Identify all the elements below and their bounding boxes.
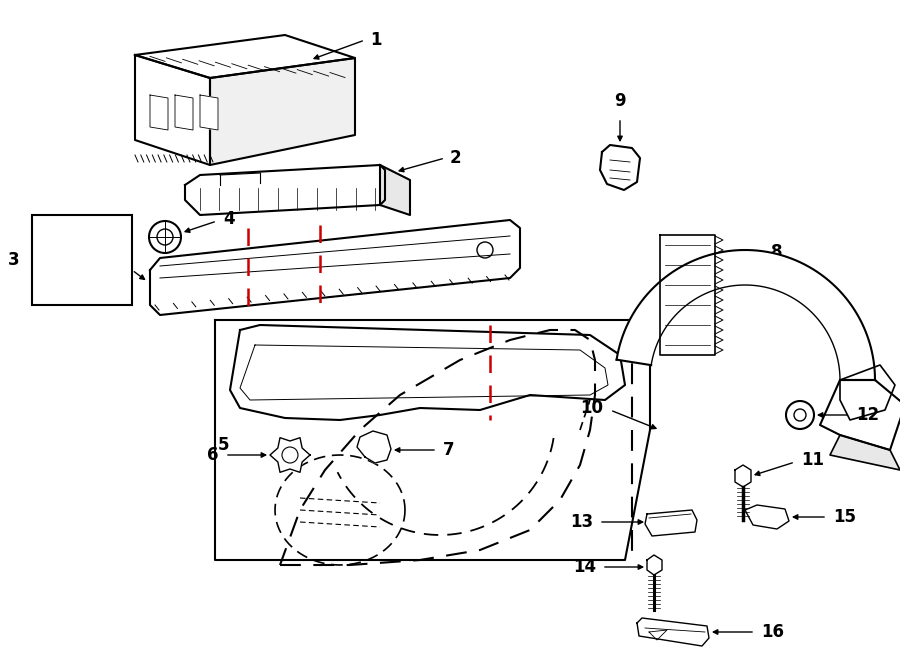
Text: 2: 2 [450,149,462,167]
Text: 7: 7 [443,441,454,459]
Polygon shape [660,235,715,355]
Text: 11: 11 [801,451,824,469]
Polygon shape [200,95,218,130]
Polygon shape [616,250,875,380]
Polygon shape [745,505,789,529]
Polygon shape [150,95,168,130]
Text: 16: 16 [761,623,784,641]
Text: 4: 4 [223,210,235,228]
Polygon shape [215,320,650,560]
Text: 15: 15 [833,508,856,526]
Text: 14: 14 [573,558,596,576]
Polygon shape [380,165,410,215]
Polygon shape [735,465,751,487]
Polygon shape [230,325,625,420]
Text: 13: 13 [570,513,593,531]
Polygon shape [135,55,210,165]
Polygon shape [357,431,391,463]
Polygon shape [185,165,385,215]
Polygon shape [820,380,900,450]
Text: 5: 5 [218,436,230,454]
Polygon shape [600,145,640,190]
Polygon shape [840,365,895,420]
Bar [32,215,132,305]
Text: 10: 10 [580,399,603,417]
Text: 1: 1 [370,31,382,49]
Circle shape [786,401,814,429]
Polygon shape [637,618,709,646]
Polygon shape [830,435,900,470]
Circle shape [282,447,298,463]
Text: 3: 3 [8,251,20,269]
Polygon shape [647,555,662,575]
Text: 9: 9 [614,92,626,110]
Text: 6: 6 [206,446,218,464]
Polygon shape [150,220,520,315]
Polygon shape [175,95,193,130]
Polygon shape [210,58,355,165]
Polygon shape [135,35,355,78]
Text: 12: 12 [856,406,879,424]
Text: 8: 8 [771,243,782,261]
Circle shape [149,221,181,253]
Polygon shape [645,510,697,536]
Polygon shape [270,438,310,473]
